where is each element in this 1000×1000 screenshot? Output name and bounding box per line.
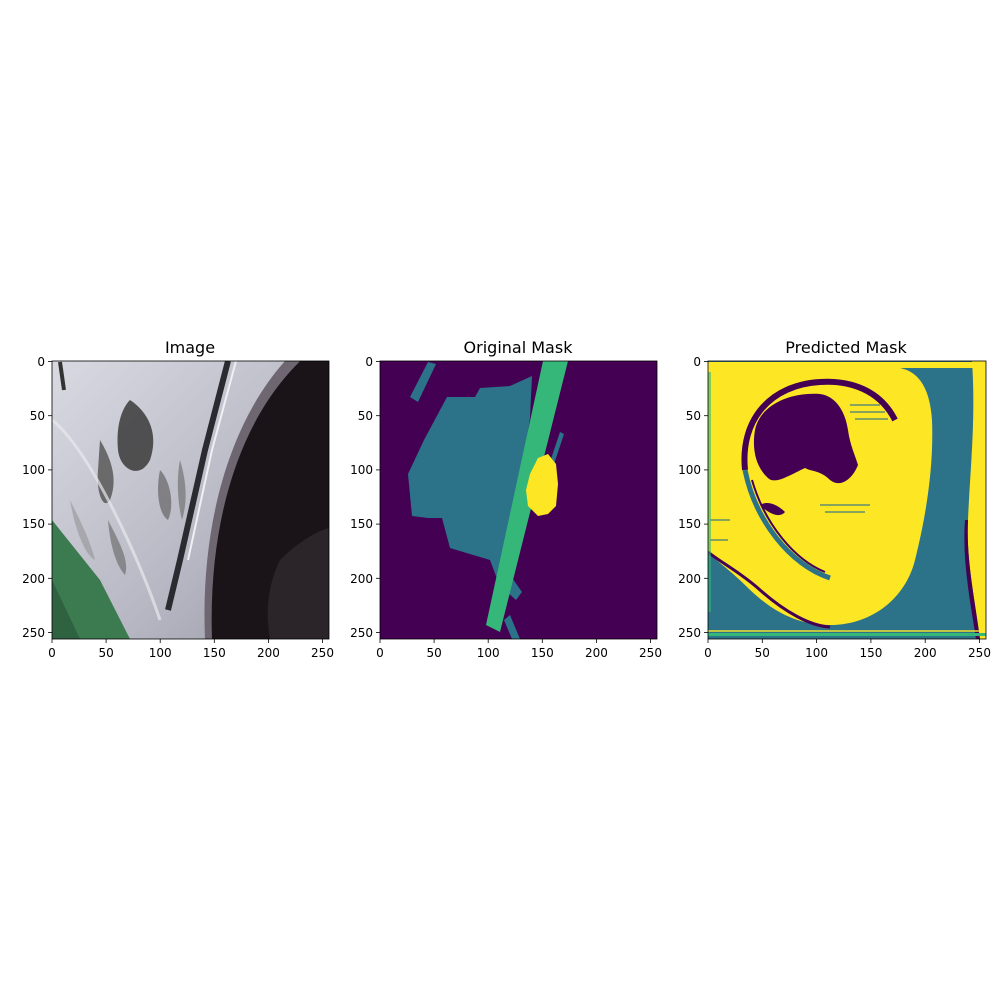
- x-tick-label: 0: [376, 646, 384, 660]
- x-tick-label: 150: [531, 646, 554, 660]
- x-tick-label: 200: [585, 646, 608, 660]
- y-tick-label: 50: [358, 409, 373, 423]
- x-tick-label: 150: [203, 646, 226, 660]
- x-tick-label: 0: [704, 646, 712, 660]
- y-tick-label: 100: [678, 463, 701, 477]
- x-tick-label: 150: [859, 646, 882, 660]
- car-photo: [52, 361, 329, 639]
- y-tick-label: 50: [30, 409, 45, 423]
- y-axis-predicted-mask: 0 50 100 150 200 250: [678, 355, 708, 640]
- image-panel: Image: [22, 338, 334, 660]
- x-tick-label: 200: [914, 646, 937, 660]
- x-tick-label: 50: [755, 646, 770, 660]
- x-tick-label: 50: [98, 646, 113, 660]
- x-tick-label: 100: [805, 646, 828, 660]
- x-tick-label: 100: [477, 646, 500, 660]
- y-tick-label: 0: [37, 355, 45, 369]
- panel-title-predicted-mask: Predicted Mask: [785, 338, 907, 357]
- x-tick-label: 50: [426, 646, 441, 660]
- y-tick-label: 200: [678, 572, 701, 586]
- y-axis-original-mask: 0 50 100 150 200 250: [350, 355, 380, 640]
- y-tick-label: 100: [350, 463, 373, 477]
- panel-title-image: Image: [165, 338, 215, 357]
- y-tick-label: 0: [693, 355, 701, 369]
- x-axis-original-mask: 0 50 100 150 200 250: [376, 639, 662, 660]
- y-tick-label: 200: [22, 572, 45, 586]
- y-axis-image: 0 50 100 150 200 250: [22, 355, 52, 640]
- x-tick-label: 250: [311, 646, 334, 660]
- y-tick-label: 200: [350, 572, 373, 586]
- y-tick-label: 150: [350, 517, 373, 531]
- predicted-mask-panel: Predicted Mask: [678, 338, 991, 660]
- x-tick-label: 200: [257, 646, 280, 660]
- x-tick-label: 100: [149, 646, 172, 660]
- x-axis-predicted-mask: 0 50 100 150 200 250: [704, 639, 991, 660]
- y-tick-label: 0: [365, 355, 373, 369]
- original-mask-panel: Original Mask 0 50 100 150 200: [350, 338, 662, 660]
- panel-title-original-mask: Original Mask: [464, 338, 574, 357]
- y-tick-label: 150: [678, 517, 701, 531]
- x-tick-label: 250: [968, 646, 991, 660]
- y-tick-label: 250: [678, 626, 701, 640]
- y-tick-label: 250: [22, 626, 45, 640]
- y-tick-label: 50: [686, 409, 701, 423]
- original-mask-image: [380, 361, 657, 639]
- y-tick-label: 250: [350, 626, 373, 640]
- x-tick-label: 0: [48, 646, 56, 660]
- y-tick-label: 150: [22, 517, 45, 531]
- predicted-mask-image: [708, 361, 986, 639]
- x-axis-image: 0 50 100 150 200 250: [48, 639, 334, 660]
- y-tick-label: 100: [22, 463, 45, 477]
- x-tick-label: 250: [639, 646, 662, 660]
